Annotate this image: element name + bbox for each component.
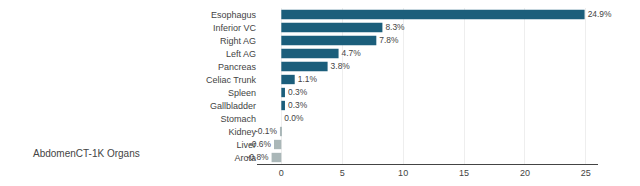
svg-text:7.8%: 7.8% — [379, 35, 399, 45]
svg-text:0.0%: 0.0% — [284, 113, 304, 123]
svg-text:Stomach: Stomach — [220, 114, 256, 124]
svg-text:-0.1%: -0.1% — [255, 126, 277, 136]
svg-text:1.1%: 1.1% — [298, 74, 318, 84]
svg-text:Right AG: Right AG — [220, 36, 256, 46]
svg-text:Liver: Liver — [236, 140, 256, 150]
svg-text:Spleen: Spleen — [228, 88, 256, 98]
svg-text:-0.8%: -0.8% — [247, 152, 269, 162]
svg-text:-0.6%: -0.6% — [249, 139, 271, 149]
svg-text:24.9%: 24.9% — [588, 9, 612, 19]
svg-text:4.7%: 4.7% — [342, 48, 362, 58]
svg-text:3.8%: 3.8% — [331, 61, 351, 71]
svg-text:Left AG: Left AG — [226, 49, 256, 59]
svg-text:25: 25 — [581, 168, 591, 178]
svg-text:8.3%: 8.3% — [385, 22, 405, 32]
svg-text:Arota: Arota — [234, 153, 256, 163]
svg-text:10: 10 — [398, 168, 408, 178]
svg-text:Inferior VC: Inferior VC — [213, 23, 257, 33]
svg-text:Kidney: Kidney — [228, 127, 256, 137]
svg-text:0: 0 — [279, 168, 284, 178]
svg-text:Pancreas: Pancreas — [218, 62, 257, 72]
svg-text:0.3%: 0.3% — [288, 87, 308, 97]
svg-text:0.3%: 0.3% — [288, 100, 308, 110]
svg-text:20: 20 — [520, 168, 530, 178]
svg-text:Esophagus: Esophagus — [211, 10, 257, 20]
svg-text:AbdomenCT-1K Organs: AbdomenCT-1K Organs — [33, 148, 140, 159]
svg-text:Gallbladder: Gallbladder — [210, 101, 256, 111]
svg-text:15: 15 — [459, 168, 469, 178]
svg-text:5: 5 — [340, 168, 345, 178]
svg-text:Celiac Trunk: Celiac Trunk — [206, 75, 257, 85]
